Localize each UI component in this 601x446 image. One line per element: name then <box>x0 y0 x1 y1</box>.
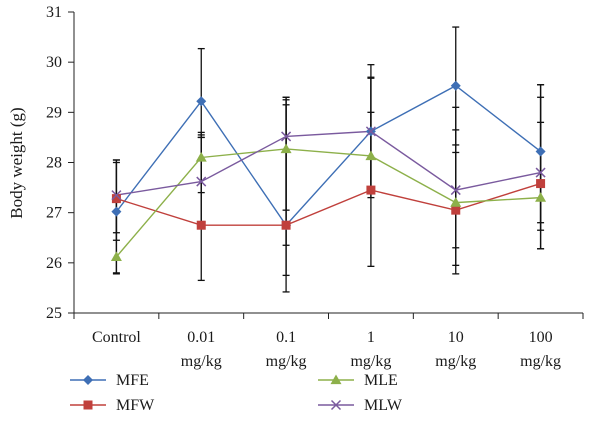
x-tick-label-line: 1 <box>367 329 375 346</box>
x-tick-label-line: 100 <box>529 329 553 346</box>
y-axis-title: Body weight (g) <box>7 107 26 218</box>
y-tick-label: 28 <box>46 155 62 172</box>
data-point-mfw <box>536 179 546 189</box>
y-tick-label: 25 <box>46 305 62 322</box>
x-tick-label-line: mg/kg <box>350 353 391 370</box>
data-point-mfw <box>111 194 121 204</box>
y-tick-label: 30 <box>46 54 62 71</box>
y-ticks: 25 26 27 28 29 30 31 <box>46 4 74 322</box>
data-point-mfw <box>196 220 206 230</box>
data-point-mlw <box>111 190 122 201</box>
legend-marker <box>83 375 93 385</box>
x-tick-label-line: 0.01 <box>187 329 215 346</box>
data-point-mfe <box>111 206 122 217</box>
legend-label: MFE <box>116 372 149 389</box>
data-point-mlw-stroke-b <box>281 131 292 142</box>
x-tick-label-line: Control <box>92 329 141 346</box>
legend-marker-stroke-b <box>330 399 342 411</box>
data-point-mle <box>450 197 462 207</box>
data-point-mlw-stroke-b <box>535 167 546 178</box>
legend-label: MFW <box>116 397 155 414</box>
data-point-mfw <box>366 185 376 195</box>
data-point-mfw <box>451 205 461 215</box>
legend: MFE MFW MLE MLW <box>70 372 403 414</box>
legend-marker <box>330 374 342 385</box>
legend-item-mle: MLE <box>318 372 398 389</box>
data-point-mle <box>535 192 547 202</box>
x-tick-label: 0.01 mg/kg <box>181 329 222 370</box>
series-line-mfe <box>115 84 542 227</box>
legend-marker <box>83 400 93 410</box>
y-tick-label: 29 <box>46 104 62 121</box>
y-tick-label: 27 <box>46 205 62 222</box>
data-point-mle <box>365 150 377 161</box>
x-tick-label: 0.1 mg/kg <box>266 329 307 370</box>
y-tick-label: 31 <box>46 4 62 21</box>
error-bars <box>112 26 545 293</box>
data-point-mle <box>280 143 292 154</box>
x-tick-label: 1 mg/kg <box>350 329 391 370</box>
legend-label: MLW <box>364 397 403 414</box>
x-tick-label: 10 mg/kg <box>435 329 476 370</box>
x-tick-label-line: 10 <box>448 329 464 346</box>
legend-item-mfw: MFW <box>70 397 155 414</box>
data-point-mlw <box>535 167 546 178</box>
data-point-mle <box>195 151 207 162</box>
x-tick-label: 100 mg/kg <box>520 329 561 370</box>
legend-marker <box>330 399 342 411</box>
data-point-mlw-stroke-b <box>450 185 461 196</box>
series-line-mfw <box>116 182 541 226</box>
legend-item-mfe: MFE <box>70 372 149 389</box>
data-point-mlw <box>281 131 292 142</box>
series-markers <box>110 80 547 261</box>
axes <box>73 12 583 314</box>
x-tick-label-line: 0.1 <box>276 329 296 346</box>
x-tick-label-line: mg/kg <box>181 353 222 370</box>
legend-label: MLE <box>364 372 398 389</box>
data-point-mfe <box>450 80 461 91</box>
data-point-mfe <box>535 146 546 157</box>
data-point-mlw-stroke-b <box>111 190 122 201</box>
data-point-mlw <box>365 126 376 137</box>
data-point-mfw <box>281 220 291 230</box>
data-point-mlw-stroke-b <box>365 126 376 137</box>
series-line-mle <box>115 148 541 258</box>
y-tick-label: 26 <box>46 255 62 272</box>
x-tick-label: Control <box>92 329 141 346</box>
x-tick-label-line: mg/kg <box>435 353 476 370</box>
data-point-mfe <box>196 96 207 107</box>
data-point-mlw <box>450 185 461 196</box>
series-lines <box>115 84 542 258</box>
data-point-mlw-stroke-b <box>196 176 207 187</box>
legend-item-mlw: MLW <box>318 397 403 414</box>
x-tick-label-line: mg/kg <box>266 353 307 370</box>
data-point-mlw <box>196 176 207 187</box>
data-point-mle <box>110 251 122 261</box>
series-line-mlw <box>116 130 541 196</box>
x-tick-label-line: mg/kg <box>520 353 561 370</box>
